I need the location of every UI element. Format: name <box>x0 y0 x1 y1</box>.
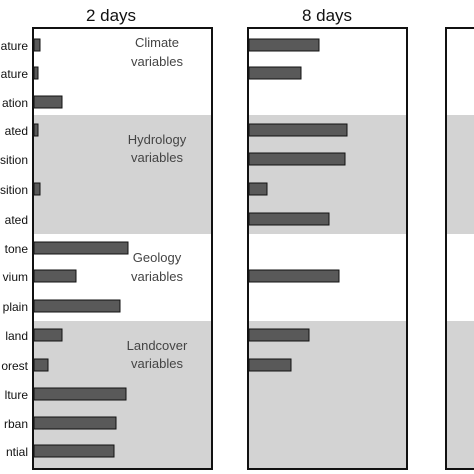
group-label-hydrology: variables <box>131 150 184 165</box>
category-label: ated <box>5 213 28 227</box>
bar-vium <box>248 269 340 283</box>
category-label: orest <box>1 359 28 373</box>
bar-tone <box>33 241 129 255</box>
category-label: lture <box>5 388 29 402</box>
bar-vium <box>33 269 77 283</box>
bar-orest <box>33 358 49 372</box>
group-label-climate: Climate <box>135 35 179 50</box>
bar-rban <box>33 416 117 430</box>
group-label-geology: variables <box>131 269 184 284</box>
category-label: ntial <box>6 445 28 459</box>
category-label: rban <box>4 417 28 431</box>
category-label: ation <box>2 96 28 110</box>
category-label: ated <box>5 124 28 138</box>
bar-sition <box>248 182 268 196</box>
group-label-landcover: variables <box>131 356 184 371</box>
group-band-landcover <box>446 321 474 469</box>
category-label: land <box>5 329 28 343</box>
group-label-hydrology: Hydrology <box>128 132 187 147</box>
group-label-climate: variables <box>131 54 184 69</box>
group-label-geology: Geology <box>133 250 182 265</box>
category-label: sition <box>0 183 28 197</box>
category-label: sition <box>0 153 28 167</box>
bar-ature <box>248 66 302 80</box>
bar-plain <box>33 299 121 313</box>
panel-title: 8 days <box>302 6 352 25</box>
panel-frame <box>32 27 213 470</box>
group-label-landcover: Landcover <box>127 338 188 353</box>
bar-ated <box>248 123 348 137</box>
bar-orest <box>248 358 292 372</box>
bar-ntial <box>33 444 115 458</box>
bar-land <box>33 328 63 342</box>
panel-frame <box>247 27 408 470</box>
bar-sition <box>33 182 41 196</box>
category-label: ature <box>1 39 29 53</box>
bar-sition <box>248 152 346 166</box>
category-label: plain <box>3 300 28 314</box>
category-label: vium <box>3 270 28 284</box>
category-label: tone <box>5 242 29 256</box>
panel-title: 2 days <box>86 6 136 25</box>
group-band-hydrology <box>446 115 474 234</box>
bar-land <box>248 328 310 342</box>
bar-ated <box>33 123 39 137</box>
bar-ature <box>33 38 41 52</box>
panel-frame <box>445 27 474 470</box>
category-label: ature <box>1 67 29 81</box>
bar-ation <box>33 95 63 109</box>
bar-ated <box>248 212 330 226</box>
bar-lture <box>33 387 127 401</box>
group-band-landcover <box>248 321 407 469</box>
bar-ature <box>248 38 320 52</box>
bar-ature <box>33 66 39 80</box>
group-band-hydrology <box>33 115 212 234</box>
